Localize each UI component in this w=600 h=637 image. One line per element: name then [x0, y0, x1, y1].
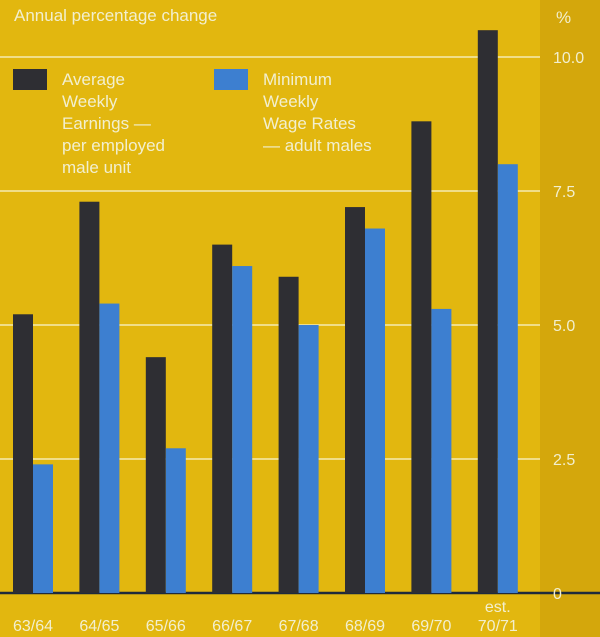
y-tick-label: 7.5 [553, 184, 575, 201]
bar-average-weekly-earnings [145, 357, 166, 593]
bar-minimum-weekly-wage [165, 448, 186, 593]
bar-minimum-weekly-wage [431, 308, 452, 593]
legend-swatch-minimum-weekly-wage [214, 69, 248, 90]
bar-average-weekly-earnings [345, 207, 365, 593]
x-tick-labels: 63/64 64/65 65/66 66/67 67/68 68/69 69/70 70/71… [13, 599, 518, 635]
y-tick-labels: 0 2.5 5.0 7.5 10.0 [553, 50, 584, 603]
y-tick-label: 10.0 [553, 50, 584, 67]
axis-panel [540, 0, 600, 637]
bar-average-weekly-earnings [212, 244, 233, 593]
legend-swatch-average-weekly-earnings [13, 69, 47, 90]
x-tick-label: 68/69 [345, 618, 385, 635]
bar-average-weekly-earnings [411, 121, 432, 593]
x-tick-label: 63/64 [13, 618, 53, 635]
bar-average-weekly-earnings [13, 314, 33, 593]
legend-label-minimum-weekly-wage: — adult males [263, 136, 372, 155]
bar-minimum-weekly-wage [33, 464, 53, 593]
legend-label-minimum-weekly-wage: Weekly [263, 92, 319, 111]
y-tick-label: 5.0 [553, 318, 575, 335]
legend-label-average-weekly-earnings: Average [62, 70, 125, 89]
legend-label-minimum-weekly-wage: Minimum [263, 70, 332, 89]
bar-minimum-weekly-wage [497, 164, 518, 593]
y-axis-unit: % [556, 8, 571, 27]
bar-minimum-weekly-wage [232, 266, 253, 593]
legend-label-average-weekly-earnings: Earnings — [62, 114, 151, 133]
legend-label-average-weekly-earnings: Weekly [62, 92, 118, 111]
x-tick-label: 69/70 [411, 618, 451, 635]
bar-average-weekly-earnings [278, 276, 299, 593]
y-tick-label: 0 [553, 586, 562, 603]
x-tick-label: 65/66 [146, 618, 186, 635]
x-tick-label: 67/68 [279, 618, 319, 635]
bars [13, 30, 518, 593]
x-tick-label: 70/71 [478, 618, 518, 635]
legend-label-minimum-weekly-wage: Wage Rates [263, 114, 356, 133]
y-tick-label: 2.5 [553, 452, 575, 469]
bar-average-weekly-earnings [79, 201, 100, 593]
chart-title: Annual percentage change [14, 6, 217, 25]
bar-minimum-weekly-wage [298, 325, 319, 593]
x-tick-label: 66/67 [212, 618, 252, 635]
bar-average-weekly-earnings [477, 30, 498, 593]
legend: Average Weekly Earnings — per employed male … [13, 69, 372, 177]
x-tick-label: 64/65 [79, 618, 119, 635]
bar-minimum-weekly-wage [99, 303, 120, 593]
legend-label-average-weekly-earnings: male unit [62, 158, 131, 177]
legend-label-average-weekly-earnings: per employed [62, 136, 165, 155]
x-tick-note: est. [485, 599, 511, 616]
bar-minimum-weekly-wage [365, 228, 385, 593]
